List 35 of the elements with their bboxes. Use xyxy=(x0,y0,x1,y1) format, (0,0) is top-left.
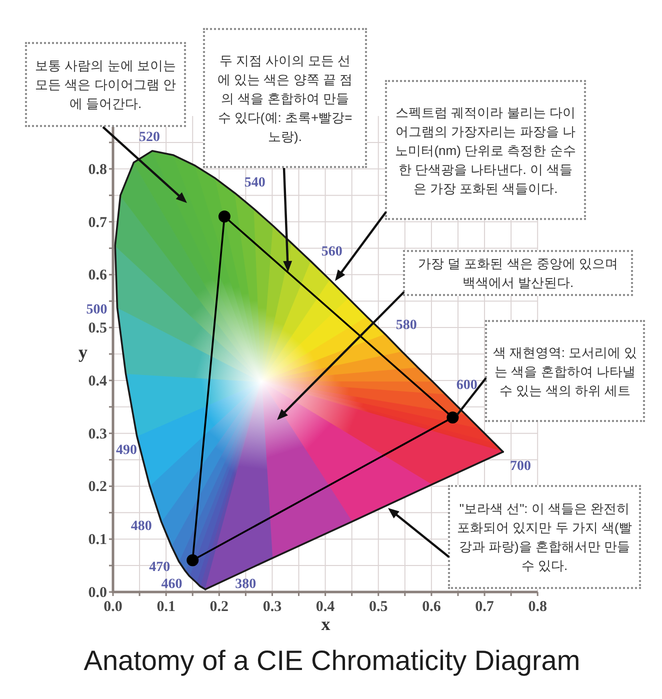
annotation: "보라색 선": 이 색들은 완전히 포화되어 있지만 두 가지 색(빨강과 파랑)을 혼합해서만 만들 수 있다. xyxy=(457,500,632,575)
annotation: 가장 덜 포화된 색은 중앙에 있으며 백색에서 발산된다. xyxy=(416,255,620,292)
point-label: 500 xyxy=(86,302,108,318)
y-tick: 0.7 xyxy=(88,214,107,231)
y-tick: 0.3 xyxy=(88,426,107,442)
x-tick: 0.6 xyxy=(422,599,441,615)
y-tick: 0.1 xyxy=(88,532,107,548)
y-tick: 0.2 xyxy=(88,479,107,496)
y-tick: 0.6 xyxy=(88,268,107,284)
x-tick: 0.0 xyxy=(104,599,122,615)
x-tick: 0.8 xyxy=(528,599,547,615)
y-tick: 0.4 xyxy=(88,373,107,390)
x-label: x xyxy=(321,614,330,634)
point-label: 490 xyxy=(116,443,137,458)
point-label: 520 xyxy=(139,130,160,146)
annotation: 색 재현영역: 모서리에 있는 색을 혼합하여 나타낼 수 있는 색의 하위 세트 xyxy=(492,344,638,400)
x-tick: 0.4 xyxy=(316,599,335,615)
y-tick: 0.5 xyxy=(88,320,107,337)
x-tick: 0.7 xyxy=(475,599,494,615)
x-tick: 0.1 xyxy=(156,599,176,615)
annotation: 스펙트럼 궤적이라 불리는 다이어그램의 가장자리는 파장을 나노미터(nm) 단위로 측정한 순수한 단색광을 나타낸다. 이 색들은 가장 포화된 색들이다. xyxy=(394,104,577,198)
point-label: 470 xyxy=(149,560,170,576)
point-label: 700 xyxy=(510,459,531,474)
x-tick: 0.5 xyxy=(369,599,388,615)
y-tick: 0.8 xyxy=(88,162,107,178)
title: Anatomy of a CIE Chromaticity Diagram xyxy=(84,645,580,676)
x-tick: 0.3 xyxy=(262,599,282,615)
annotation: 두 지점 사이의 모든 선에 있는 색은 양쪽 끝 점의 색을 혼합하여 만들 수 있다(예: 초록+빨강=노랑). xyxy=(217,52,353,146)
x-tick: 0.2 xyxy=(210,599,229,615)
point-label: 480 xyxy=(130,519,152,534)
point-label: 580 xyxy=(396,318,417,333)
point-label: 460 xyxy=(161,577,182,592)
point-label: 560 xyxy=(321,244,342,260)
y-label: y xyxy=(78,342,88,362)
y-tick: 0.0 xyxy=(88,585,107,601)
